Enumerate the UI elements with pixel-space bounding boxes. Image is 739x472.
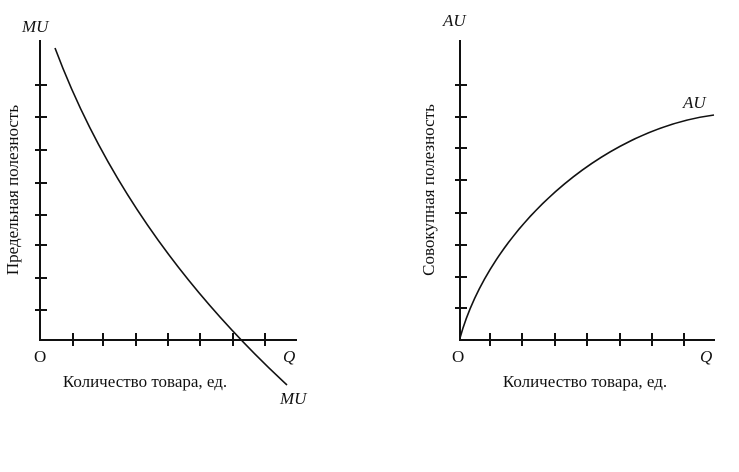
right-panel: AU Совокупная полезность O Q Количество … [419,11,715,391]
y-ticks [35,84,47,311]
axes [459,40,715,341]
left-panel: MU Предельная полезность O Q Количество … [3,17,308,408]
mu-curve [54,47,288,386]
axis-right-label: Q [700,347,712,366]
axis-right-label: Q [283,347,295,366]
axes [39,40,297,341]
y-axis-label: Предельная полезность [3,105,22,276]
axis-top-label: MU [21,17,50,36]
x-axis-label: Количество товара, ед. [503,372,667,391]
x-axis-label: Количество товара, ед. [63,372,227,391]
origin-label: O [34,347,46,366]
y-ticks [455,84,467,309]
curve-label: AU [682,93,707,112]
origin-label: O [452,347,464,366]
y-axis-label: Совокупная полезность [419,104,438,276]
au-curve [459,114,715,339]
x-ticks [72,333,266,346]
axis-top-label: AU [442,11,467,30]
x-ticks [489,333,685,346]
curve-label: MU [279,389,308,408]
